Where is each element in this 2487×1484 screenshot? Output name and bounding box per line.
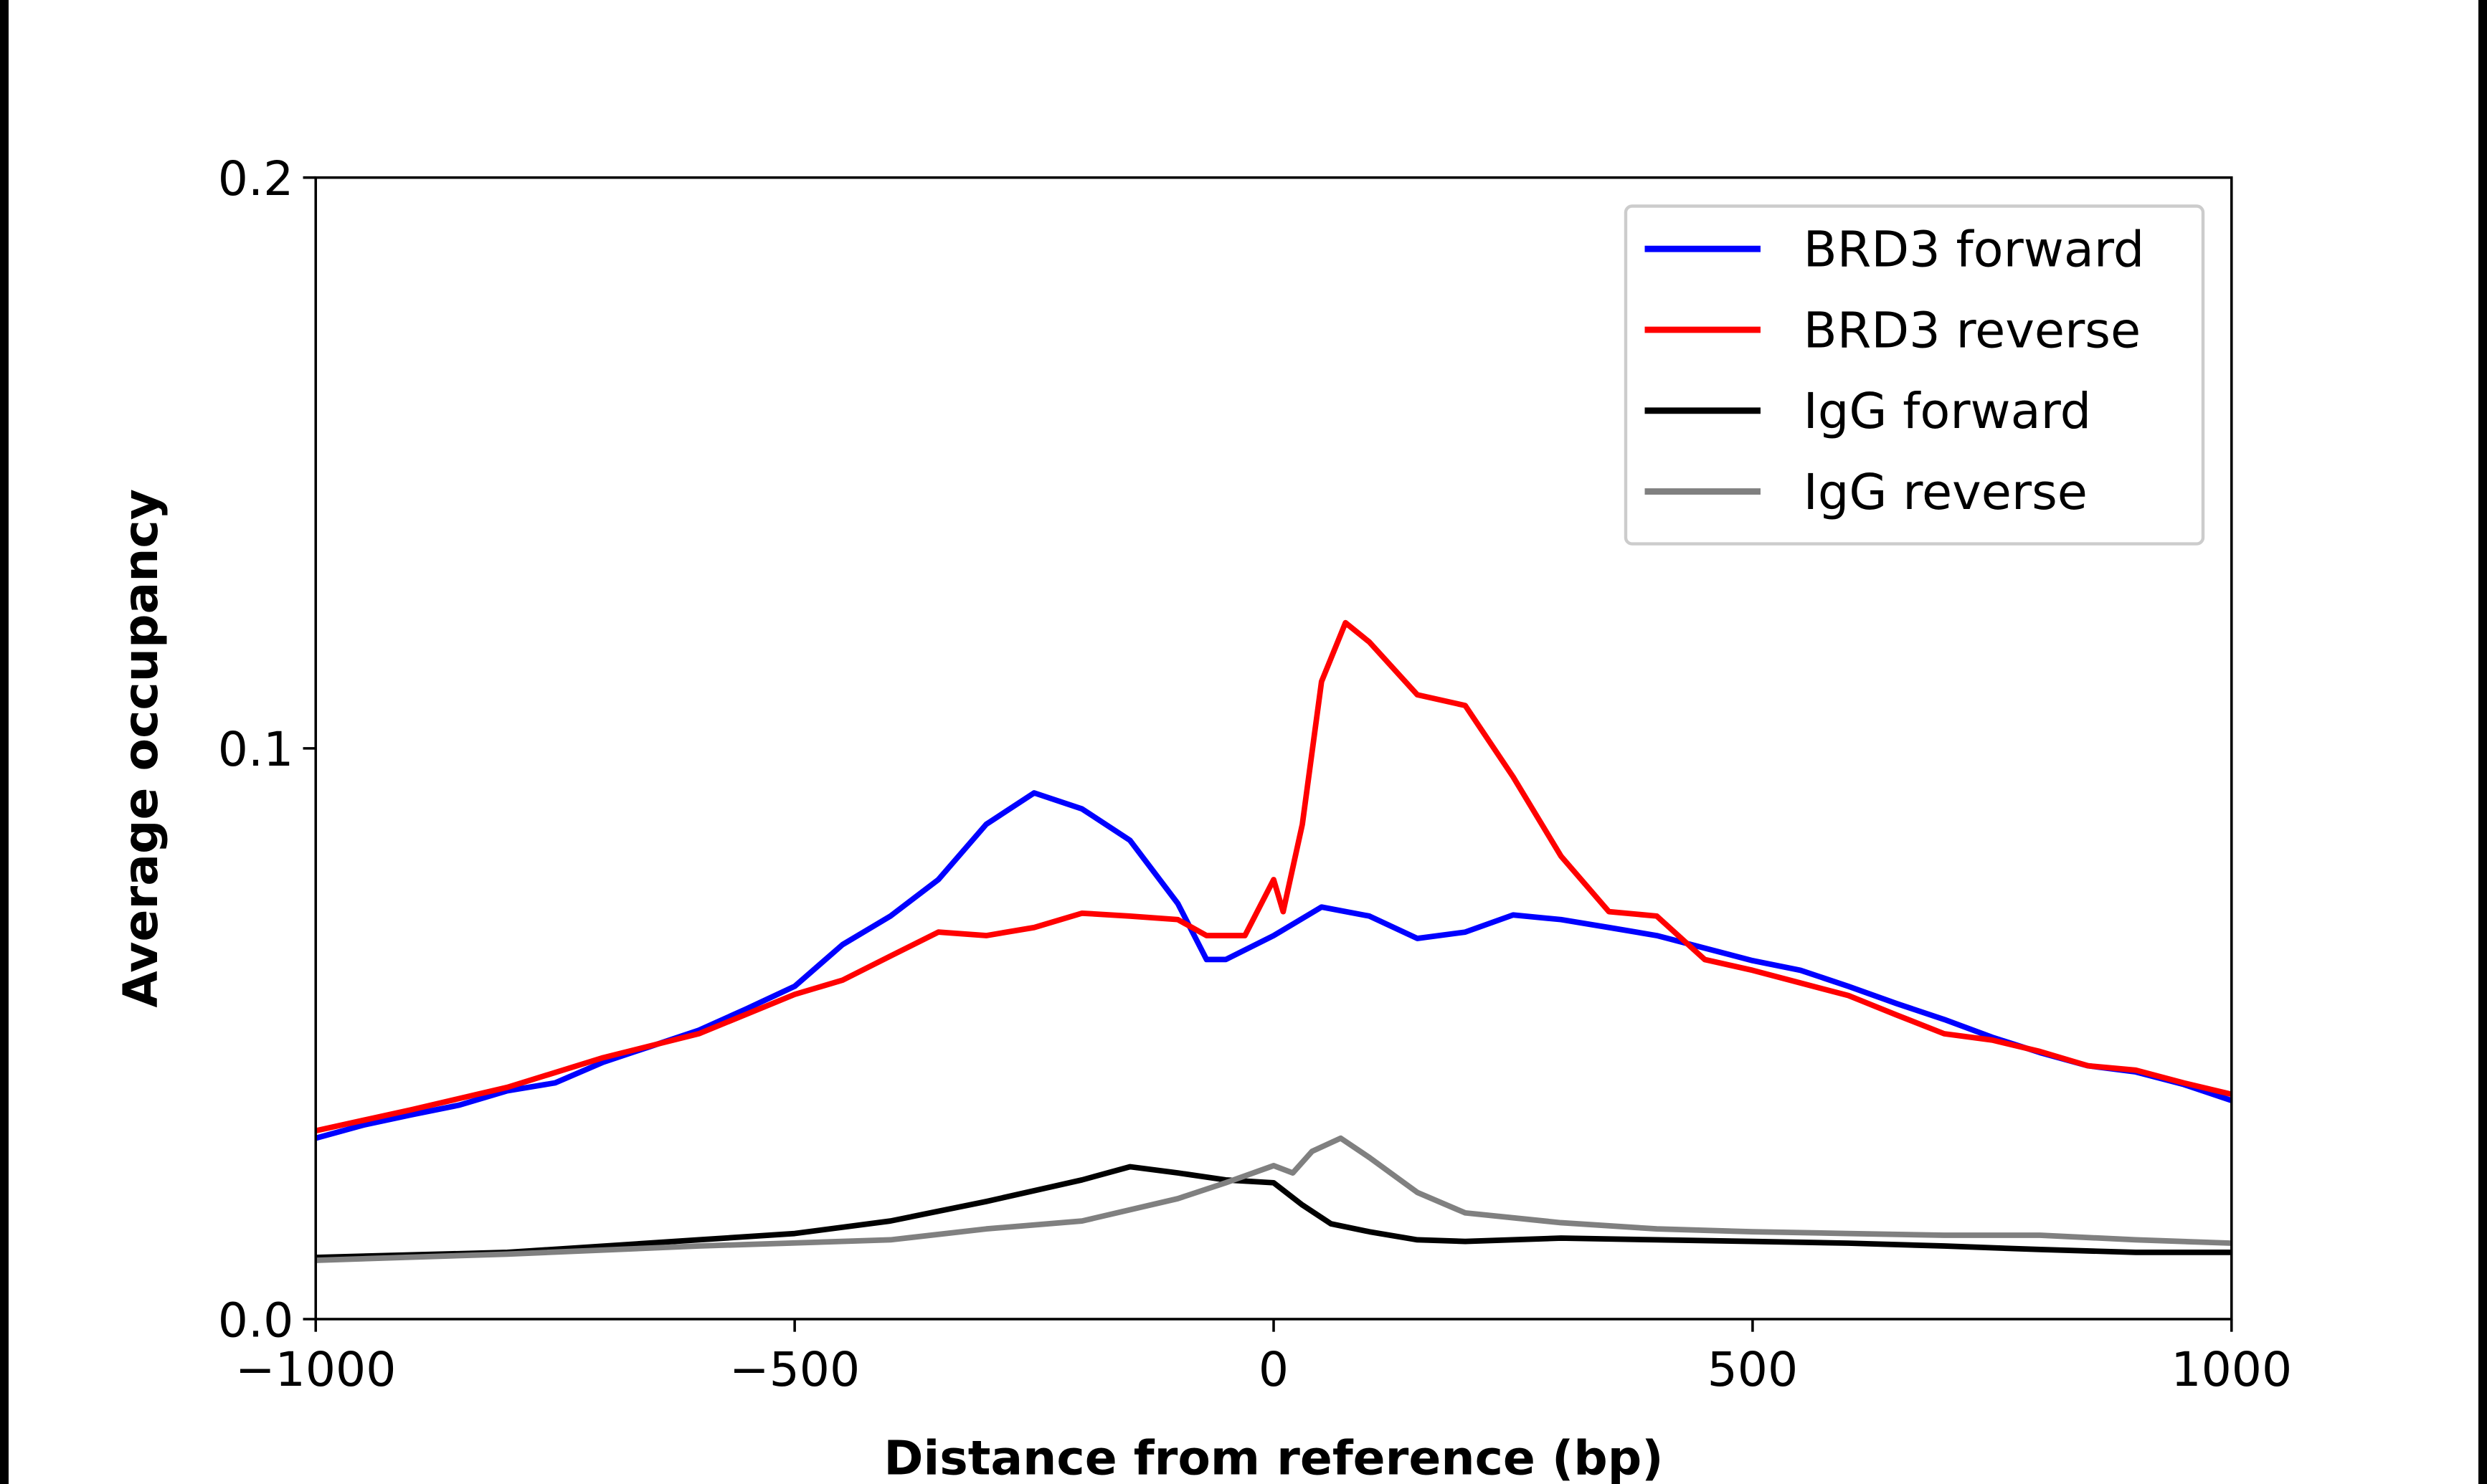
series-line-brd3-forward [315, 790, 2233, 1141]
y-axis: 0.0 0.1 0.2 [218, 151, 316, 1348]
series-line-igg-reverse [316, 1135, 2232, 1263]
right-border [2478, 0, 2487, 1484]
x-tick-label: −500 [729, 1341, 860, 1397]
x-axis: −1000 −500 0 500 1000 [235, 1319, 2292, 1397]
series-lines [315, 619, 2233, 1263]
legend-box [1624, 204, 2205, 546]
series-line-brd3-reverse [315, 619, 2232, 1134]
legend-label: BRD3 reverse [1804, 302, 2141, 359]
y-tick-label: 0.0 [218, 1292, 293, 1348]
x-tick-label: −1000 [235, 1341, 396, 1397]
y-axis-label: Average occupancy [113, 489, 169, 1008]
x-axis-label: Distance from reference (bp) [884, 1430, 1663, 1484]
x-tick-label: 0 [1259, 1341, 1289, 1397]
left-border [0, 0, 9, 1484]
series-line-igg-forward [316, 1164, 2232, 1260]
x-tick-label: 500 [1707, 1341, 1799, 1397]
legend-label: BRD3 forward [1804, 222, 2145, 279]
legend-label: IgG reverse [1804, 464, 2088, 521]
legend: BRD3 forward BRD3 reverse IgG forward IgG r… [1624, 204, 2205, 546]
y-tick-label: 0.2 [218, 151, 293, 206]
y-tick-label: 0.1 [218, 721, 293, 777]
legend-label: IgG forward [1804, 383, 2091, 440]
x-tick-label: 1000 [2171, 1341, 2292, 1397]
